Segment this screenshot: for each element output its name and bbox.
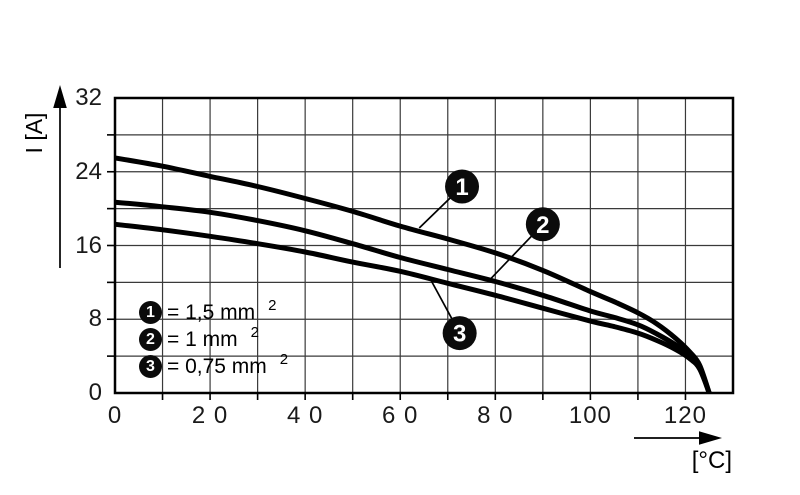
- legend-label-1: = 1,5 mm: [167, 300, 256, 324]
- legend-superscript-2: 2: [250, 324, 259, 341]
- curve-marker-3-digit: 3: [453, 321, 466, 348]
- curve-marker-1-digit: 1: [455, 174, 468, 201]
- gridlines: [115, 98, 733, 393]
- x-axis-arrow: [634, 431, 722, 445]
- y-axis-arrow: [53, 85, 67, 268]
- legend-symbol-3-icon: 3: [139, 355, 162, 378]
- curve-2: [114, 199, 712, 394]
- legend-superscript-3: 2: [279, 351, 289, 368]
- legend-label-3: = 0,75 mm: [167, 354, 267, 378]
- y-axis-arrowhead-icon: [53, 85, 67, 108]
- x-axis-label: [°C]: [691, 447, 732, 474]
- legend-label-2: = 1 mm: [167, 327, 238, 351]
- plot-frame: [113, 96, 735, 395]
- curve-1: [114, 155, 712, 394]
- x-axis-arrowhead-icon: [699, 431, 722, 445]
- legend-symbol-1-icon: 1: [139, 301, 162, 324]
- legend-superscript-1: 2: [268, 297, 277, 314]
- curve-marker-1-icon: [445, 169, 480, 204]
- curve-3: [114, 221, 712, 394]
- curve-marker-3-icon: [442, 316, 477, 351]
- y-axis-label: I [A]: [21, 112, 47, 154]
- legend-item-3: 3 = 0,75 mm 2: [139, 351, 289, 380]
- legend-item-2: 2 = 1 mm 2: [139, 324, 288, 353]
- curve-marker-2-digit: 2: [536, 212, 549, 239]
- curve-marker-2-icon: [525, 207, 560, 242]
- legend-symbol-2-icon: 2: [139, 328, 162, 351]
- legend: 1 = 1,5 mm 2 2 = 1 mm 2 3 = 0,75 mm 2: [139, 297, 289, 380]
- legend-item-1: 1 = 1,5 mm 2: [139, 297, 288, 326]
